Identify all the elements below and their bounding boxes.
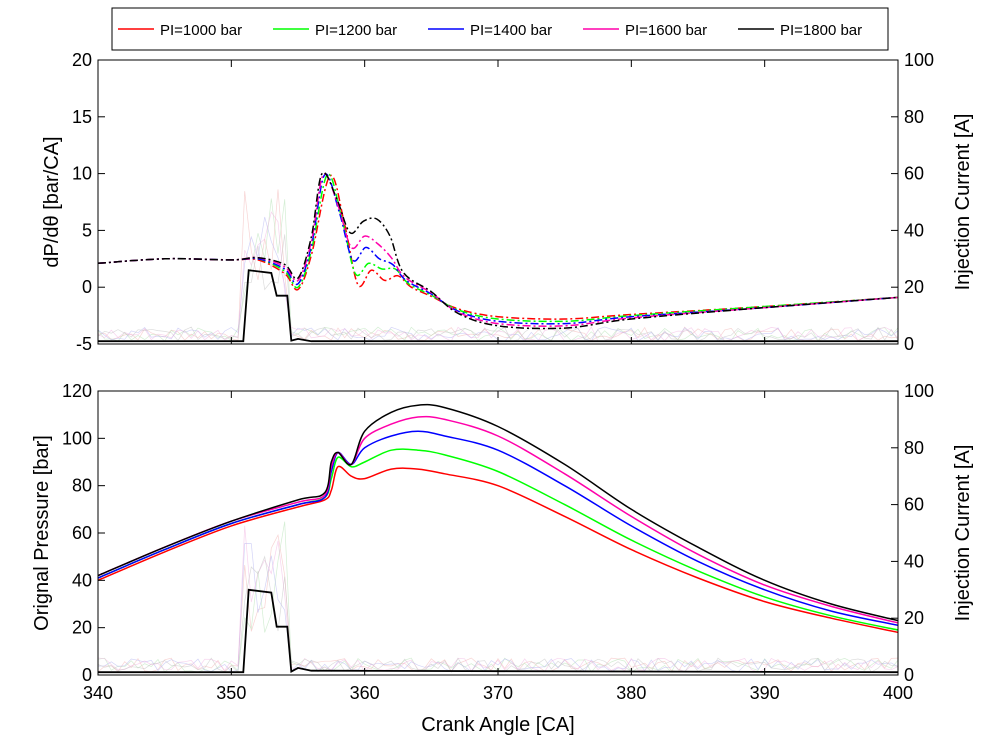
y2-tick-label: 80 [904, 107, 924, 127]
y-tick-label: 80 [72, 476, 92, 496]
series-line [97, 175, 899, 320]
y-tick-label: 40 [72, 570, 92, 590]
y-tick-label: 20 [72, 50, 92, 70]
x-tick-label: 340 [83, 683, 113, 703]
top-axes: -5 0 5 10 15 20 0 20 40 60 80 100 [72, 50, 934, 354]
series-line [97, 430, 899, 627]
y2-tick-label: 60 [904, 495, 924, 515]
series-line [97, 415, 899, 624]
bottom-y-axis-label: Orignal Pressure [bar] [31, 435, 53, 631]
y2-tick-label: 0 [904, 334, 914, 354]
x-tick-label: 350 [216, 683, 246, 703]
x-tick-label: 400 [883, 683, 913, 703]
bottom-axes: 340 350 360 370 380 390 4000204060801001200204… [62, 381, 934, 703]
bottom-plot-area [98, 391, 898, 675]
y-tick-label: 100 [62, 428, 92, 448]
top-chart-panel: -5 0 5 10 15 20 0 20 40 60 80 100 dP/dθ [bar/CA] In… [41, 50, 974, 354]
x-tick-label: 370 [483, 683, 513, 703]
bottom-chart-panel: 340 350 360 370 380 390 4000204060801001200204… [31, 381, 974, 736]
injection-noise-trace [97, 234, 899, 342]
y-tick-label: 10 [72, 164, 92, 184]
y2-tick-label: 80 [904, 438, 924, 458]
series-line [97, 173, 899, 327]
y-tick-label: 5 [82, 220, 92, 240]
top-plot-area [98, 60, 898, 344]
bottom-series-lines [97, 403, 899, 634]
legend-label: PI=1800 bar [780, 22, 862, 39]
top-injection-current [98, 269, 898, 343]
legend-label: PI=1000 bar [160, 22, 242, 39]
y2-tick-label: 100 [904, 50, 934, 70]
legend-label: PI=1400 bar [470, 22, 552, 39]
legend-item: PI=1600 bar [583, 22, 707, 39]
x-tick-label: 360 [350, 683, 380, 703]
y-tick-label: 60 [72, 523, 92, 543]
legend-item: PI=1000 bar [118, 22, 242, 39]
y-tick-label: 0 [82, 277, 92, 297]
y2-tick-label: 40 [904, 220, 924, 240]
y-tick-label: 15 [72, 107, 92, 127]
y2-tick-label: 100 [904, 381, 934, 401]
legend-item: PI=1400 bar [428, 22, 552, 39]
y2-tick-label: 20 [904, 277, 924, 297]
y-tick-label: 0 [82, 665, 92, 685]
bottom-injection-current [98, 588, 899, 674]
y-tick-label: 120 [62, 381, 92, 401]
y-tick-label: 20 [72, 618, 92, 638]
y2-tick-label: 20 [904, 608, 924, 628]
series-line [97, 173, 899, 325]
top-series-lines [97, 171, 899, 330]
y2-tick-label: 40 [904, 551, 924, 571]
y2-tick-label: 60 [904, 164, 924, 184]
x-tick-label: 390 [750, 683, 780, 703]
legend-item: PI=1800 bar [738, 22, 862, 39]
bottom-y2-axis-label: Injection Current [A] [952, 445, 974, 622]
injection-current-line [98, 588, 899, 674]
x-tick-label: 380 [616, 683, 646, 703]
legend-item: PI=1200 bar [273, 22, 397, 39]
legend-label: PI=1600 bar [625, 22, 707, 39]
top-y2-axis-label: Injection Current [A] [952, 114, 974, 291]
series-line [97, 403, 899, 622]
legend-label: PI=1200 bar [315, 22, 397, 39]
x-axis-label: Crank Angle [CA] [421, 714, 574, 736]
legend: PI=1000 bar PI=1200 bar PI=1400 bar PI=1600… [111, 7, 889, 51]
top-y-axis-label: dP/dθ [bar/CA] [41, 136, 63, 267]
y2-tick-label: 0 [904, 665, 914, 685]
series-line [97, 171, 899, 330]
y-tick-label: -5 [76, 334, 92, 354]
injection-current-line [98, 269, 898, 343]
series-line [97, 465, 899, 634]
